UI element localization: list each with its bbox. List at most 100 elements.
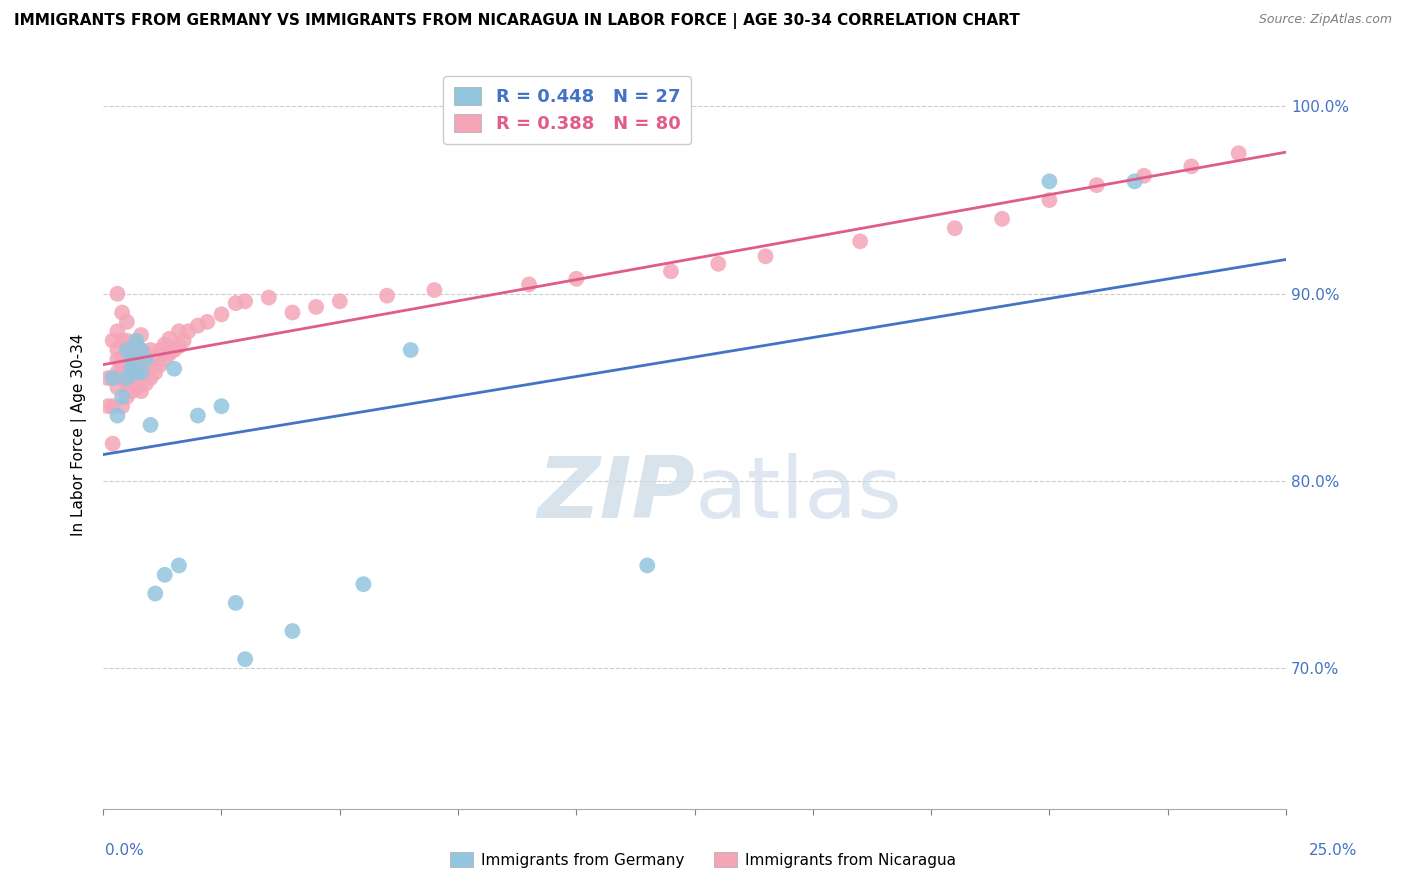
- Point: [281, 624, 304, 638]
- Point: [115, 390, 138, 404]
- Point: [135, 352, 157, 367]
- Point: [111, 305, 134, 319]
- Point: [121, 343, 143, 357]
- Point: [139, 371, 162, 385]
- Point: [153, 567, 176, 582]
- Point: [129, 384, 152, 399]
- Point: [139, 417, 162, 432]
- Point: [97, 399, 120, 413]
- Point: [115, 349, 138, 363]
- Point: [125, 334, 148, 348]
- Point: [121, 371, 143, 385]
- Point: [107, 343, 129, 357]
- Point: [1123, 174, 1146, 188]
- Point: [163, 361, 186, 376]
- Legend: Immigrants from Germany, Immigrants from Nicaragua: Immigrants from Germany, Immigrants from…: [443, 844, 963, 875]
- Point: [121, 358, 143, 372]
- Point: [636, 558, 658, 573]
- Point: [565, 272, 588, 286]
- Point: [111, 390, 134, 404]
- Point: [121, 384, 143, 399]
- Point: [143, 586, 166, 600]
- Point: [149, 358, 172, 372]
- Point: [129, 328, 152, 343]
- Text: ZIP: ZIP: [537, 453, 695, 536]
- Point: [211, 307, 233, 321]
- Point: [107, 366, 129, 380]
- Point: [111, 352, 134, 367]
- Point: [115, 334, 138, 348]
- Point: [143, 351, 166, 365]
- Point: [135, 347, 157, 361]
- Point: [1085, 178, 1108, 193]
- Point: [173, 334, 195, 348]
- Point: [115, 361, 138, 376]
- Point: [111, 361, 134, 376]
- Point: [1227, 146, 1250, 161]
- Point: [129, 369, 152, 384]
- Point: [943, 221, 966, 235]
- Point: [754, 249, 776, 263]
- Point: [129, 356, 152, 370]
- Point: [101, 399, 124, 413]
- Point: [111, 334, 134, 348]
- Point: [177, 324, 200, 338]
- Point: [329, 294, 352, 309]
- Point: [115, 343, 138, 357]
- Point: [167, 324, 190, 338]
- Point: [121, 361, 143, 376]
- Point: [101, 371, 124, 385]
- Point: [153, 352, 176, 367]
- Point: [107, 324, 129, 338]
- Text: atlas: atlas: [695, 453, 903, 536]
- Point: [139, 358, 162, 372]
- Point: [125, 366, 148, 380]
- Point: [159, 347, 181, 361]
- Point: [101, 334, 124, 348]
- Point: [159, 332, 181, 346]
- Point: [517, 277, 540, 292]
- Point: [125, 337, 148, 351]
- Point: [305, 300, 328, 314]
- Point: [125, 366, 148, 380]
- Point: [187, 318, 209, 333]
- Point: [1180, 160, 1202, 174]
- Point: [149, 343, 172, 357]
- Point: [707, 257, 730, 271]
- Point: [115, 315, 138, 329]
- Point: [187, 409, 209, 423]
- Point: [139, 343, 162, 357]
- Point: [153, 337, 176, 351]
- Point: [115, 376, 138, 391]
- Point: [107, 380, 129, 394]
- Point: [101, 436, 124, 450]
- Point: [991, 211, 1014, 226]
- Point: [1038, 174, 1060, 188]
- Point: [352, 577, 374, 591]
- Point: [659, 264, 682, 278]
- Legend: R = 0.448   N = 27, R = 0.388   N = 80: R = 0.448 N = 27, R = 0.388 N = 80: [443, 76, 692, 144]
- Point: [225, 296, 247, 310]
- Point: [167, 339, 190, 353]
- Point: [107, 286, 129, 301]
- Point: [111, 371, 134, 385]
- Point: [1038, 193, 1060, 207]
- Point: [129, 343, 152, 357]
- Point: [1133, 169, 1156, 183]
- Point: [233, 652, 256, 666]
- Point: [163, 343, 186, 357]
- Point: [281, 305, 304, 319]
- Point: [167, 558, 190, 573]
- Point: [115, 371, 138, 385]
- Point: [257, 291, 280, 305]
- Point: [129, 343, 152, 357]
- Text: 25.0%: 25.0%: [1309, 843, 1357, 858]
- Point: [101, 371, 124, 385]
- Point: [125, 380, 148, 394]
- Point: [225, 596, 247, 610]
- Point: [423, 283, 446, 297]
- Point: [233, 294, 256, 309]
- Point: [107, 409, 129, 423]
- Point: [399, 343, 422, 357]
- Point: [129, 366, 152, 380]
